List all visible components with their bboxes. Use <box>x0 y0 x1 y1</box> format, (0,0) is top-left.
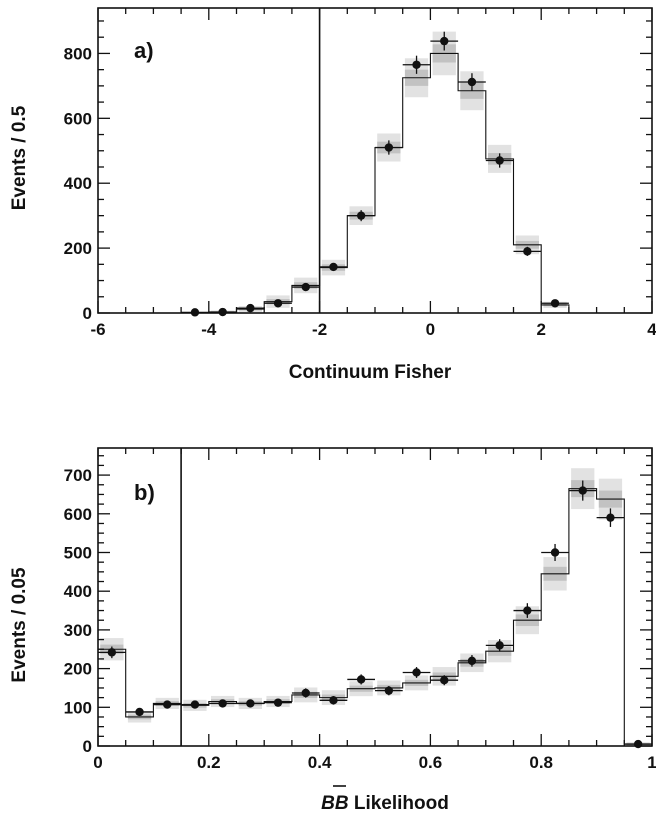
y-axis-title: Events / 0.05 <box>9 567 30 683</box>
y-tick-label: 200 <box>64 239 92 258</box>
data-point <box>356 675 366 684</box>
y-tick-label: 600 <box>64 505 92 524</box>
data-point <box>273 299 283 308</box>
tick-layer: -6 -4 -2 0 2 4 0 200 400 600 800 <box>64 8 656 339</box>
x-tick-label: 0.4 <box>308 753 332 772</box>
data-point <box>190 700 200 709</box>
x-tick-label: 2 <box>536 320 545 339</box>
data-point <box>301 282 310 292</box>
x-axis-title-bbbar: BB <box>321 793 349 814</box>
data-point <box>329 262 338 272</box>
y-tick-label: 300 <box>64 621 92 640</box>
panel-label: a) <box>134 38 154 63</box>
y-tick-label: 700 <box>64 466 92 485</box>
x-tick-label: 0 <box>93 753 102 772</box>
data-point <box>246 699 255 708</box>
data-point <box>495 156 504 165</box>
data-point <box>301 688 310 698</box>
tick-layer: 0 0.2 0.4 0.6 0.8 1 0 100 200 300 400 500 600 700 <box>64 448 656 772</box>
data-point <box>523 606 532 615</box>
expected-histogram-layer <box>98 52 652 314</box>
data-point <box>440 676 449 685</box>
data-point <box>384 686 394 695</box>
expected-histogram <box>98 52 652 314</box>
data-point <box>633 739 643 749</box>
x-tick-label: -6 <box>90 320 105 339</box>
x-axis-title-rest: Likelihood <box>349 793 449 814</box>
y-axis-title: Events / 0.5 <box>9 105 30 210</box>
panel-label: b) <box>134 480 155 505</box>
y-tick-label: 100 <box>64 698 92 717</box>
x-tick-label: -2 <box>312 320 327 339</box>
y-tick-label: 600 <box>64 109 92 128</box>
data-point <box>273 698 283 707</box>
x-axis-title: Continuum Fisher <box>289 362 452 383</box>
data-point <box>440 36 449 46</box>
y-tick-label: 800 <box>64 44 92 63</box>
data-points-layer <box>98 480 652 749</box>
x-tick-label: 0.8 <box>529 753 553 772</box>
data-point <box>523 247 532 256</box>
x-tick-label: 0.6 <box>419 753 443 772</box>
data-point <box>412 60 421 69</box>
data-point <box>578 486 587 495</box>
data-point <box>550 548 560 557</box>
y-tick-label: 200 <box>64 660 92 679</box>
data-point <box>329 696 338 705</box>
data-point <box>495 641 504 650</box>
data-point <box>218 307 227 317</box>
x-tick-label: -4 <box>201 320 217 339</box>
data-point <box>412 668 421 677</box>
data-point <box>107 648 117 657</box>
data-point <box>606 513 615 522</box>
data-point <box>218 699 227 708</box>
data-point <box>356 211 366 220</box>
x-tick-label: 1 <box>647 753 656 772</box>
data-point <box>135 707 144 717</box>
data-point <box>163 700 172 709</box>
panel-a: -6 -4 -2 0 2 4 0 200 400 600 800 a) Continuum Fish… <box>9 7 656 383</box>
data-point <box>384 143 394 152</box>
x-axis-title: BB Likelihood <box>321 793 449 814</box>
x-tick-label: 0.2 <box>197 753 221 772</box>
data-point <box>550 299 560 308</box>
data-point <box>246 303 255 313</box>
data-points-layer <box>181 31 569 317</box>
y-tick-label: 400 <box>64 582 92 601</box>
x-tick-label: 4 <box>647 320 656 339</box>
x-tick-label: 0 <box>426 320 435 339</box>
y-tick-label: 400 <box>64 174 92 193</box>
y-tick-label: 500 <box>64 543 92 562</box>
data-point <box>467 77 477 87</box>
y-tick-label: 0 <box>83 304 92 323</box>
data-point <box>467 656 477 666</box>
y-tick-label: 0 <box>83 737 92 756</box>
